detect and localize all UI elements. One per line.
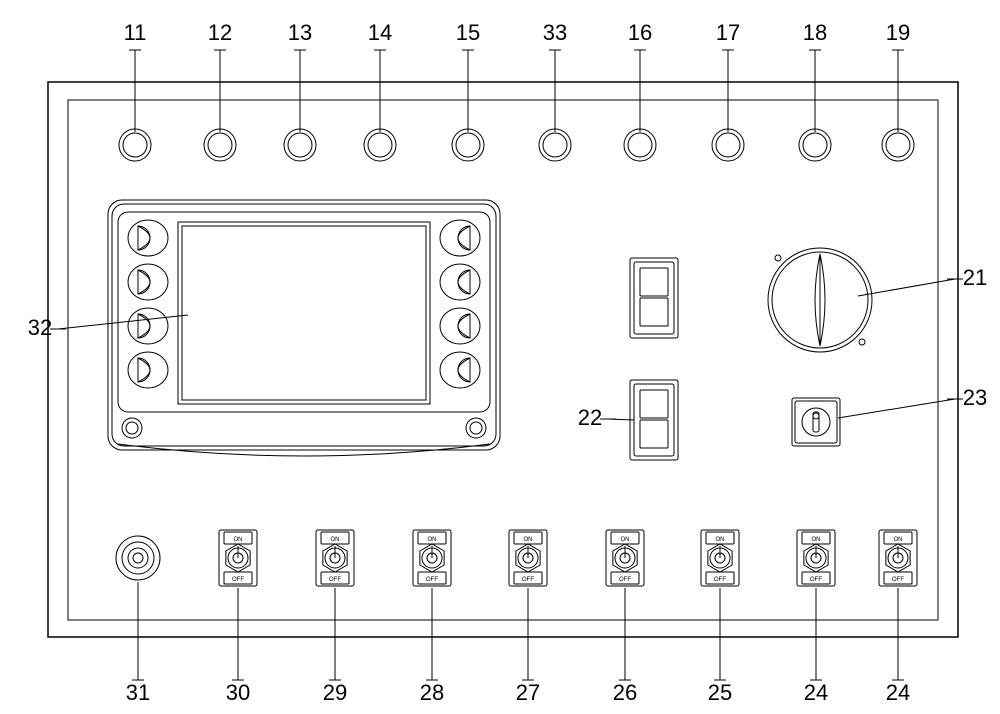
svg-text:OFF: OFF (714, 577, 726, 583)
svg-text:16: 16 (628, 20, 652, 45)
svg-text:ON: ON (234, 537, 243, 543)
svg-text:33: 33 (543, 20, 567, 45)
svg-text:ON: ON (621, 537, 630, 543)
svg-text:21: 21 (963, 265, 987, 290)
svg-text:26: 26 (613, 680, 637, 705)
svg-text:OFF: OFF (426, 577, 438, 583)
svg-text:24: 24 (804, 680, 828, 705)
svg-text:25: 25 (708, 680, 732, 705)
svg-text:14: 14 (368, 20, 392, 45)
svg-text:ON: ON (428, 537, 437, 543)
svg-text:ON: ON (716, 537, 725, 543)
svg-text:24: 24 (886, 680, 910, 705)
svg-text:23: 23 (963, 385, 987, 410)
svg-text:30: 30 (226, 680, 250, 705)
svg-text:28: 28 (420, 680, 444, 705)
svg-text:17: 17 (716, 20, 740, 45)
svg-text:11: 11 (124, 20, 147, 45)
svg-text:27: 27 (516, 680, 540, 705)
svg-text:OFF: OFF (619, 577, 631, 583)
svg-text:ON: ON (524, 537, 533, 543)
svg-text:22: 22 (578, 405, 602, 430)
svg-text:32: 32 (28, 315, 52, 340)
svg-text:OFF: OFF (329, 577, 341, 583)
svg-text:OFF: OFF (522, 577, 534, 583)
svg-text:OFF: OFF (810, 577, 822, 583)
svg-text:29: 29 (323, 680, 347, 705)
svg-text:13: 13 (288, 20, 312, 45)
svg-text:ON: ON (812, 537, 821, 543)
svg-text:15: 15 (456, 20, 480, 45)
svg-text:12: 12 (208, 20, 232, 45)
svg-text:31: 31 (126, 680, 150, 705)
svg-text:ON: ON (331, 537, 340, 543)
svg-text:OFF: OFF (892, 577, 904, 583)
svg-text:OFF: OFF (232, 577, 244, 583)
svg-text:18: 18 (803, 20, 827, 45)
svg-text:19: 19 (886, 20, 910, 45)
svg-text:ON: ON (894, 537, 903, 543)
